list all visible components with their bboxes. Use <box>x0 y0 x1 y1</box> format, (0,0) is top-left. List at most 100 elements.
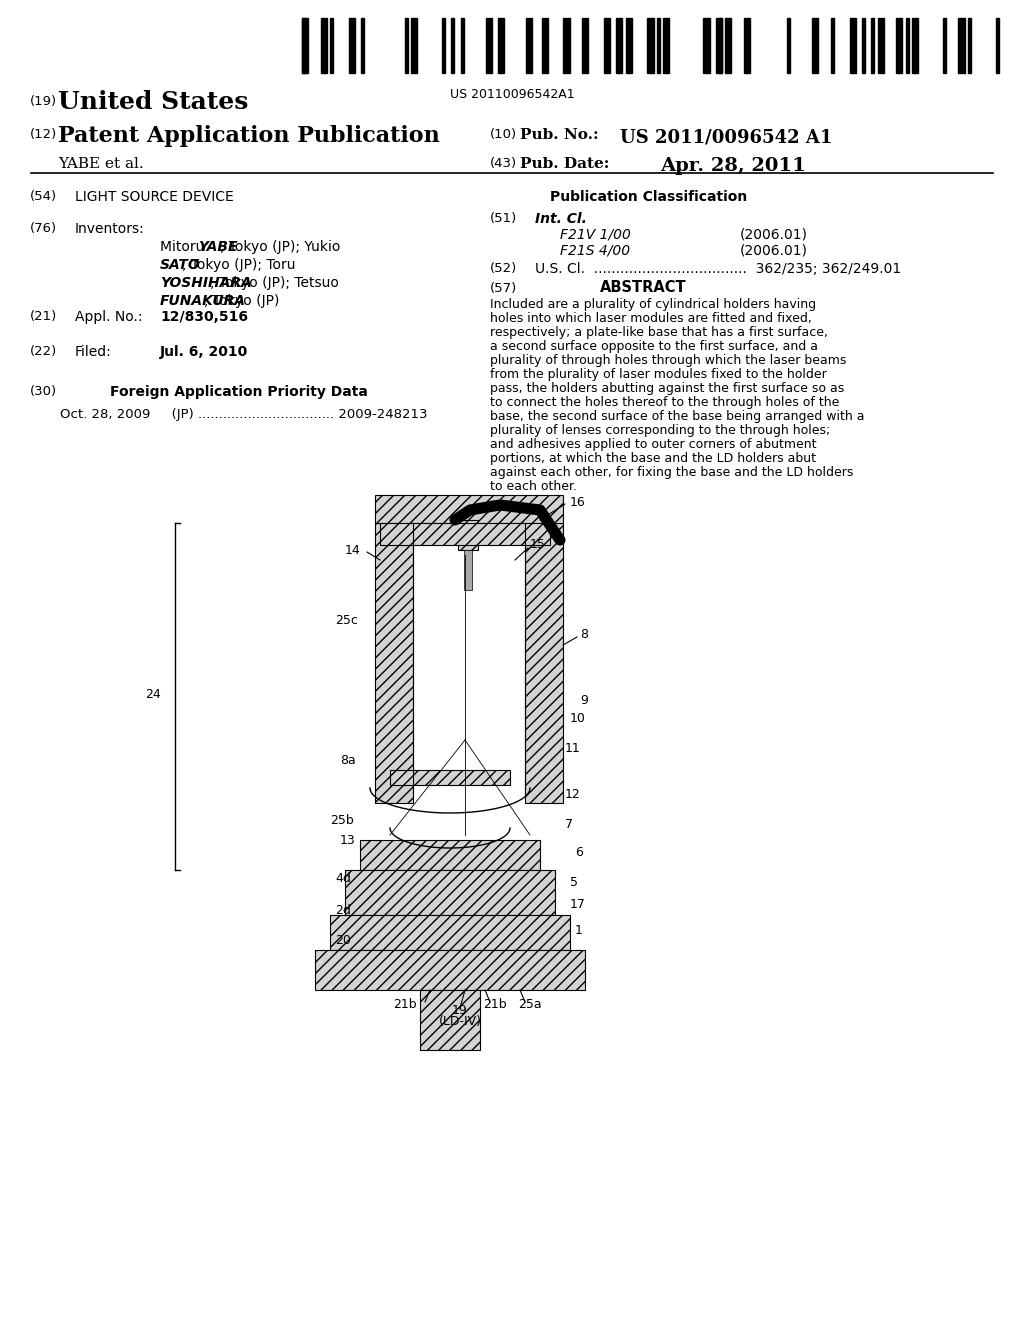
Bar <box>616 18 623 73</box>
Bar <box>315 950 585 990</box>
Text: (57): (57) <box>490 282 517 294</box>
Bar <box>604 18 610 73</box>
Text: (22): (22) <box>30 345 57 358</box>
Text: F21V 1/00: F21V 1/00 <box>560 228 631 242</box>
Text: (10): (10) <box>490 128 517 141</box>
Bar <box>663 18 669 73</box>
Text: Filed:: Filed: <box>75 345 112 359</box>
Text: 8a: 8a <box>340 754 355 767</box>
Text: (52): (52) <box>490 261 517 275</box>
Bar <box>348 18 355 73</box>
Text: 20: 20 <box>335 933 351 946</box>
Bar <box>361 18 365 73</box>
Text: 24: 24 <box>145 689 161 701</box>
Text: Pub. Date:: Pub. Date: <box>520 157 609 172</box>
Text: Foreign Application Priority Data: Foreign Application Priority Data <box>110 385 368 399</box>
Bar <box>968 18 971 73</box>
Bar <box>380 523 550 545</box>
Text: , Tokyo (JP); Yukio: , Tokyo (JP); Yukio <box>220 240 341 253</box>
Bar <box>452 18 455 73</box>
Bar <box>995 18 998 73</box>
Text: holes into which laser modules are fitted and fixed,: holes into which laser modules are fitte… <box>490 312 812 325</box>
Text: 12/830,516: 12/830,516 <box>160 310 248 323</box>
Bar <box>787 18 791 73</box>
Bar <box>390 770 510 785</box>
Text: base, the second surface of the base being arranged with a: base, the second surface of the base bei… <box>490 411 864 422</box>
Text: 16: 16 <box>570 495 586 508</box>
Text: pass, the holders abutting against the first surface so as: pass, the holders abutting against the f… <box>490 381 844 395</box>
Bar <box>958 18 965 73</box>
Text: Included are a plurality of cylindrical holders having: Included are a plurality of cylindrical … <box>490 298 816 312</box>
Text: Mitoru: Mitoru <box>160 240 209 253</box>
Text: YABE: YABE <box>199 240 238 253</box>
Bar <box>330 18 333 73</box>
Bar <box>719 18 722 73</box>
Text: ABSTRACT: ABSTRACT <box>600 280 687 294</box>
Bar <box>498 18 504 73</box>
Text: 25a: 25a <box>518 998 542 1011</box>
Text: Apr. 28, 2011: Apr. 28, 2011 <box>660 157 806 176</box>
Text: Inventors:: Inventors: <box>75 222 144 236</box>
Text: and adhesives applied to outer corners of abutment: and adhesives applied to outer corners o… <box>490 438 816 451</box>
Text: (43): (43) <box>490 157 517 170</box>
Bar <box>850 18 856 73</box>
Bar <box>626 18 632 73</box>
Text: FUNAKURA: FUNAKURA <box>160 294 246 308</box>
Text: 2d: 2d <box>335 903 351 916</box>
Text: 4d: 4d <box>335 871 351 884</box>
Bar <box>526 18 532 73</box>
Text: 1: 1 <box>575 924 583 936</box>
Text: 6: 6 <box>575 846 583 858</box>
Bar <box>943 18 946 73</box>
Text: respectively; a plate-like base that has a first surface,: respectively; a plate-like base that has… <box>490 326 828 339</box>
Bar <box>582 18 588 73</box>
Text: , Tokyo (JP); Toru: , Tokyo (JP); Toru <box>182 257 296 272</box>
Text: (2006.01): (2006.01) <box>740 228 808 242</box>
Text: YOSHIHARA: YOSHIHARA <box>160 276 252 290</box>
Text: Oct. 28, 2009     (JP) ................................. 2009-248213: Oct. 28, 2009 (JP) .....................… <box>60 408 427 421</box>
Text: 8: 8 <box>580 628 588 642</box>
Bar <box>542 18 548 73</box>
Text: to connect the holes thereof to the through holes of the: to connect the holes thereof to the thro… <box>490 396 840 409</box>
Bar <box>420 990 480 1049</box>
Text: 21b: 21b <box>483 998 507 1011</box>
Text: 10: 10 <box>570 711 586 725</box>
Text: F21S 4/00: F21S 4/00 <box>560 244 630 257</box>
Text: 13: 13 <box>340 833 355 846</box>
Bar <box>716 18 722 73</box>
Bar <box>647 18 653 73</box>
Bar <box>360 840 540 870</box>
Bar <box>896 18 902 73</box>
Text: , Tokyo (JP): , Tokyo (JP) <box>204 294 280 308</box>
Bar <box>375 523 413 803</box>
Text: 17: 17 <box>570 899 586 912</box>
Bar <box>525 523 563 803</box>
Bar <box>830 18 834 73</box>
Text: Appl. No.:: Appl. No.: <box>75 310 142 323</box>
Bar <box>905 18 908 73</box>
Text: 5: 5 <box>570 875 578 888</box>
Text: SATO: SATO <box>160 257 201 272</box>
Bar <box>725 18 731 73</box>
Text: US 20110096542A1: US 20110096542A1 <box>450 88 574 102</box>
Bar <box>461 18 464 73</box>
Bar <box>411 18 417 73</box>
Text: US 2011/0096542 A1: US 2011/0096542 A1 <box>620 128 833 147</box>
Text: to each other.: to each other. <box>490 480 577 492</box>
Text: 7: 7 <box>565 818 573 832</box>
Bar <box>862 18 865 73</box>
Bar <box>464 550 472 590</box>
Text: , Tokyo (JP); Tetsuo: , Tokyo (JP); Tetsuo <box>210 276 338 290</box>
Bar <box>703 18 710 73</box>
Text: from the plurality of laser modules fixed to the holder: from the plurality of laser modules fixe… <box>490 368 826 381</box>
Bar <box>321 18 327 73</box>
Bar <box>330 915 570 950</box>
Bar <box>345 870 555 915</box>
Text: (LD-IV): (LD-IV) <box>438 1015 481 1028</box>
Text: (54): (54) <box>30 190 57 203</box>
Bar <box>656 18 659 73</box>
Bar <box>878 18 884 73</box>
Text: 11: 11 <box>565 742 581 755</box>
Bar <box>442 18 445 73</box>
Text: 25c: 25c <box>335 614 357 627</box>
